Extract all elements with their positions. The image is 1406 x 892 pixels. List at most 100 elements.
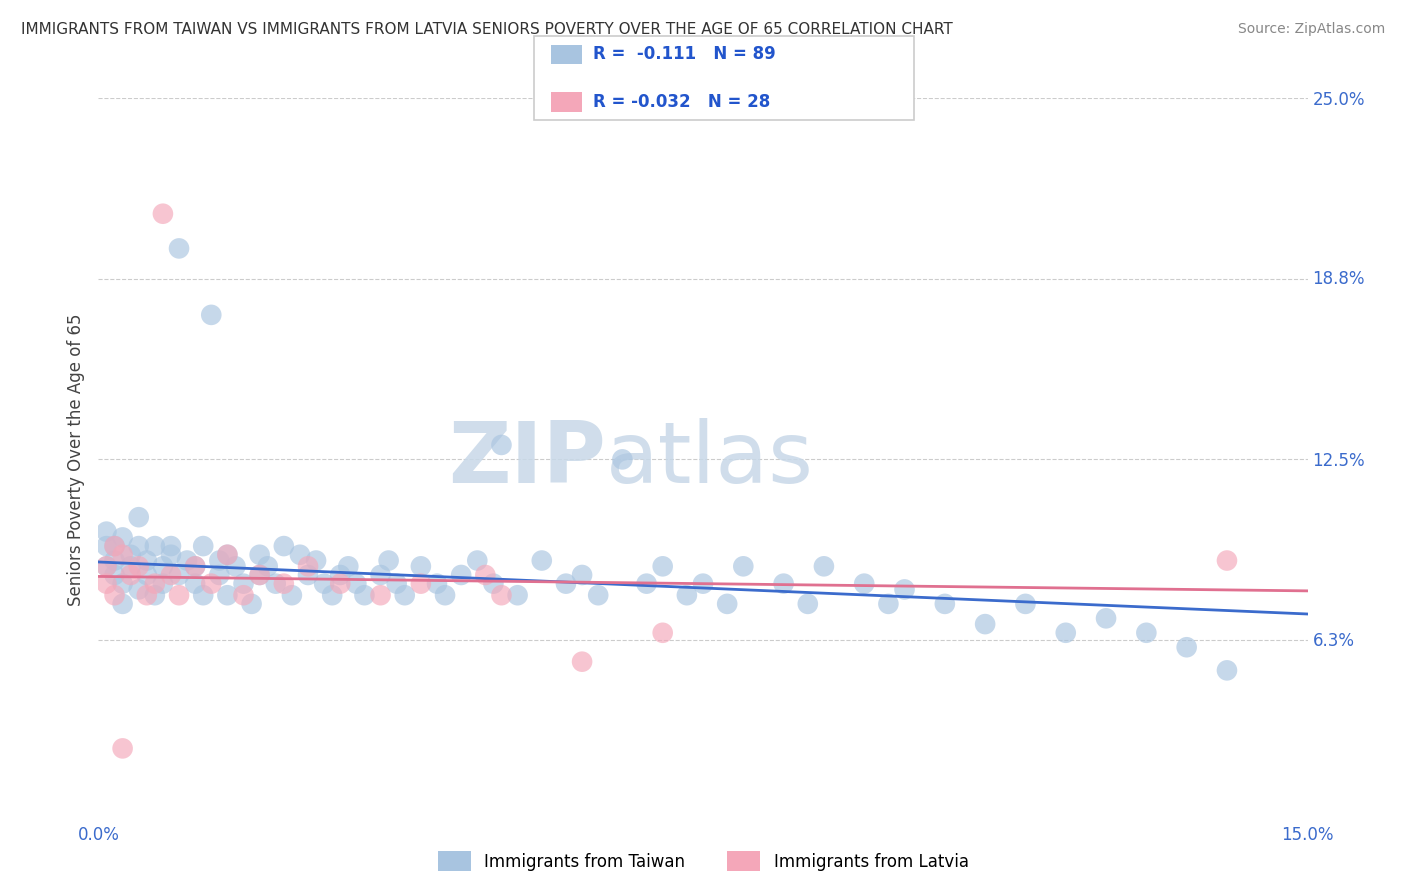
Point [797, 597, 820, 611]
Point [232, 588, 254, 602]
Point [1054, 625, 1077, 640]
Point [184, 559, 207, 574]
Point [193, 588, 215, 602]
Point [692, 576, 714, 591]
Point [482, 576, 505, 591]
Point [353, 588, 375, 602]
Point [256, 559, 278, 574]
Point [264, 576, 287, 591]
Point [103, 539, 125, 553]
Point [273, 539, 295, 553]
Point [1216, 553, 1239, 567]
Point [128, 582, 150, 597]
Point [337, 559, 360, 574]
Y-axis label: Seniors Poverty Over the Age of 65: Seniors Poverty Over the Age of 65 [66, 313, 84, 606]
Point [200, 308, 222, 322]
Point [1175, 640, 1198, 655]
Point [813, 559, 835, 574]
Point [184, 559, 207, 574]
Point [152, 576, 174, 591]
Point [450, 568, 472, 582]
Point [409, 559, 432, 574]
Point [217, 548, 239, 562]
Point [200, 576, 222, 591]
Point [232, 576, 254, 591]
Point [111, 576, 134, 591]
Point [1216, 664, 1239, 678]
Point [344, 576, 367, 591]
Point [934, 597, 956, 611]
Point [426, 576, 449, 591]
Point [160, 568, 183, 582]
Point [651, 559, 673, 574]
Point [111, 548, 134, 562]
Point [877, 597, 900, 611]
Point [377, 553, 399, 567]
Point [176, 553, 198, 567]
Point [716, 597, 738, 611]
Point [385, 576, 408, 591]
Point [128, 510, 150, 524]
Point [314, 576, 336, 591]
Point [434, 588, 457, 602]
Point [160, 539, 183, 553]
Point [474, 568, 496, 582]
Point [208, 568, 231, 582]
Point [217, 588, 239, 602]
Point [96, 576, 118, 591]
Point [974, 617, 997, 632]
Point [217, 548, 239, 562]
Point [103, 553, 125, 567]
Point [586, 588, 609, 602]
Point [193, 539, 215, 553]
Point [167, 568, 190, 582]
Point [1095, 611, 1118, 625]
Legend: Immigrants from Taiwan, Immigrants from Latvia: Immigrants from Taiwan, Immigrants from … [430, 845, 976, 878]
Point [370, 588, 392, 602]
Point [636, 576, 658, 591]
Point [1135, 625, 1157, 640]
Point [111, 530, 134, 544]
Point [135, 568, 157, 582]
Point [329, 568, 352, 582]
Point [111, 597, 134, 611]
Point [394, 588, 416, 602]
Point [96, 559, 118, 574]
Point [152, 207, 174, 221]
Point [160, 548, 183, 562]
Point [249, 568, 271, 582]
Text: R = -0.032   N = 28: R = -0.032 N = 28 [593, 93, 770, 111]
Point [143, 539, 166, 553]
Point [135, 553, 157, 567]
Point [893, 582, 915, 597]
Point [772, 576, 794, 591]
Point [96, 524, 118, 539]
Point [612, 452, 634, 467]
Point [329, 576, 352, 591]
Point [240, 597, 263, 611]
Text: R =  -0.111   N = 89: R = -0.111 N = 89 [593, 45, 776, 63]
Point [135, 588, 157, 602]
Point [167, 241, 190, 255]
Point [281, 588, 304, 602]
Point [288, 548, 311, 562]
Point [96, 559, 118, 574]
Point [184, 576, 207, 591]
Point [530, 553, 553, 567]
Point [409, 576, 432, 591]
Point [224, 559, 246, 574]
Point [733, 559, 755, 574]
Point [297, 559, 319, 574]
Text: IMMIGRANTS FROM TAIWAN VS IMMIGRANTS FROM LATVIA SENIORS POVERTY OVER THE AGE OF: IMMIGRANTS FROM TAIWAN VS IMMIGRANTS FRO… [21, 22, 953, 37]
Point [103, 588, 125, 602]
Point [651, 625, 673, 640]
Point [249, 568, 271, 582]
Point [465, 553, 488, 567]
Point [143, 588, 166, 602]
Text: Source: ZipAtlas.com: Source: ZipAtlas.com [1237, 22, 1385, 37]
Point [208, 553, 231, 567]
Point [571, 568, 593, 582]
Point [297, 568, 319, 582]
Text: atlas: atlas [606, 417, 814, 501]
Point [128, 559, 150, 574]
